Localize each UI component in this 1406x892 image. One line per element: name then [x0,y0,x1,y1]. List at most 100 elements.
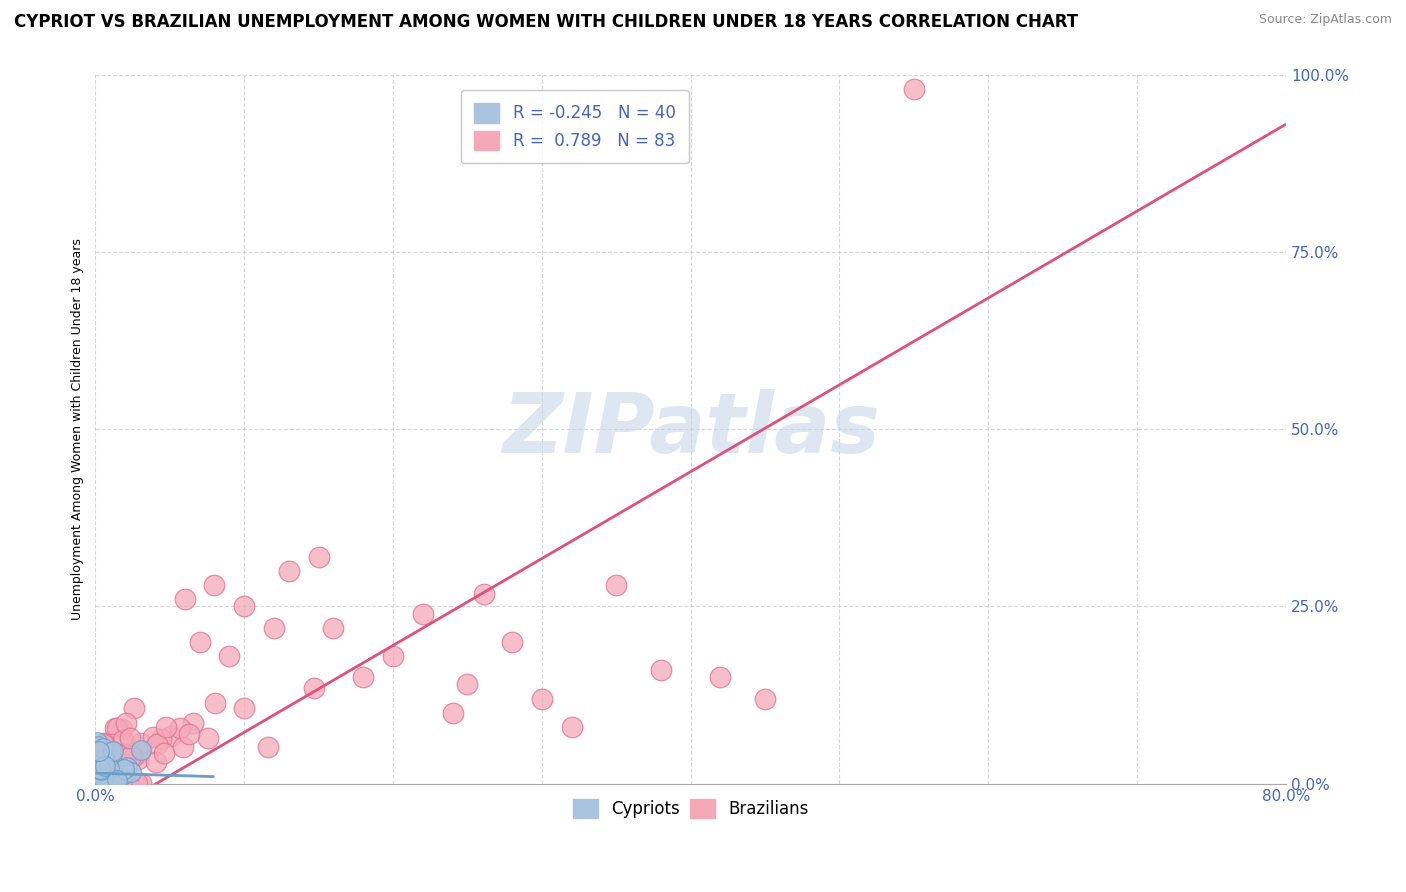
Point [89,762,111,776]
Point [111,723,134,737]
Point [501,635,523,649]
Point [105,773,128,788]
Point [233,700,256,714]
Point [91,776,114,790]
Point [197,731,219,745]
Point [91,756,114,771]
Point [155,720,177,734]
Point [257,740,280,755]
Point [120,731,142,745]
Point [412,607,434,621]
Point [322,621,344,635]
Point [103,756,125,771]
Point [122,701,145,715]
Point [86,761,108,775]
Point [87,739,110,753]
Point [91,772,114,787]
Point [91,748,114,763]
Point [86,735,108,749]
Point [97,761,120,775]
Point [120,748,142,763]
Point [105,776,128,790]
Point [91,776,114,790]
Point [188,635,211,649]
Point [169,721,191,735]
Point [97,776,120,790]
Point [202,578,225,592]
Text: ZIPatlas: ZIPatlas [502,389,880,469]
Text: CYPRIOT VS BRAZILIAN UNEMPLOYMENT AMONG WOMEN WITH CHILDREN UNDER 18 YEARS CORRE: CYPRIOT VS BRAZILIAN UNEMPLOYMENT AMONG … [14,13,1078,31]
Point [127,752,149,766]
Point [121,749,143,764]
Point [117,776,139,790]
Point [101,776,124,790]
Point [94,755,117,769]
Point [108,764,131,779]
Point [114,747,136,761]
Point [903,81,925,95]
Point [93,764,115,778]
Point [129,745,152,759]
Point [204,696,226,710]
Point [131,776,153,790]
Point [90,772,112,786]
Point [87,774,110,789]
Point [120,764,142,779]
Point [149,731,172,746]
Point [308,549,330,564]
Point [159,729,181,743]
Point [91,744,114,758]
Point [382,649,405,664]
Point [91,776,114,790]
Point [103,767,125,781]
Point [277,564,299,578]
Point [101,737,124,751]
Point [104,776,127,790]
Point [86,776,108,790]
Point [115,760,138,774]
Legend: Cypriots, Brazilians: Cypriots, Brazilians [567,792,815,825]
Point [112,733,135,747]
Point [145,738,167,752]
Point [441,706,464,720]
Point [93,776,115,790]
Point [91,737,114,751]
Point [91,773,114,788]
Point [352,670,374,684]
Point [172,740,194,755]
Point [103,721,125,735]
Point [605,578,627,592]
Point [96,775,118,789]
Point [112,762,135,776]
Point [302,681,325,695]
Point [87,764,110,778]
Point [97,756,120,770]
Point [110,776,132,790]
Text: Source: ZipAtlas.com: Source: ZipAtlas.com [1258,13,1392,27]
Point [91,741,114,756]
Point [91,776,114,790]
Point [93,763,115,777]
Point [754,691,776,706]
Point [142,730,165,744]
Point [145,755,167,769]
Point [101,744,124,758]
Point [93,769,115,783]
Point [218,649,240,664]
Point [263,621,285,635]
Point [115,751,138,765]
Point [105,722,128,736]
Point [89,756,111,771]
Point [91,768,114,782]
Point [96,772,118,787]
Point [89,744,111,758]
Point [90,763,112,777]
Point [129,736,152,750]
Point [97,776,120,790]
Point [456,677,478,691]
Point [93,736,115,750]
Point [561,720,583,734]
Point [115,715,138,730]
Point [112,766,135,780]
Y-axis label: Unemployment Among Women with Children Under 18 years: Unemployment Among Women with Children U… [72,238,84,620]
